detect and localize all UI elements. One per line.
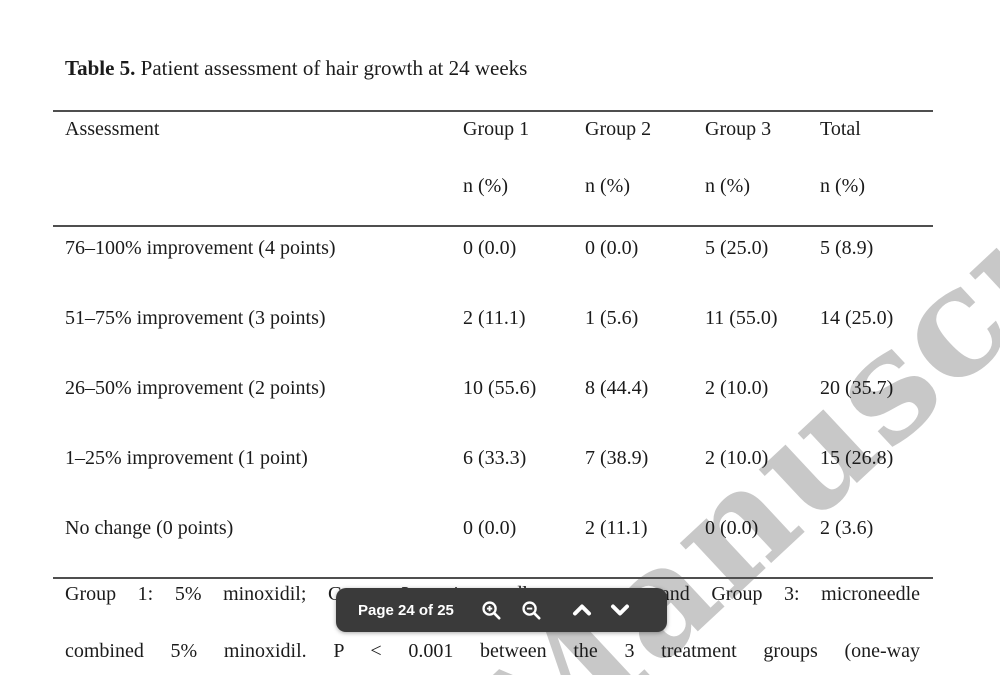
cell-total: 20 (35.7) <box>820 377 894 399</box>
table-rule-bottom <box>53 577 933 579</box>
table-subheader-row: n (%) n (%) n (%) n (%) <box>53 175 933 198</box>
column-header-total: Total <box>820 118 861 140</box>
footnote-line-2: combined 5% minoxidil. P < 0.001 between… <box>65 640 920 662</box>
table-caption-label: Table 5. <box>65 56 136 80</box>
previous-page-button[interactable] <box>568 595 596 625</box>
cell-group3: 0 (0.0) <box>705 517 759 539</box>
column-header-assessment: Assessment <box>65 118 160 140</box>
table-rule-top <box>53 110 933 112</box>
row-label: No change (0 points) <box>65 517 234 539</box>
zoom-in-button[interactable] <box>478 595 506 625</box>
cell-total: 14 (25.0) <box>820 307 894 329</box>
next-page-button[interactable] <box>606 595 634 625</box>
table-body: 76–100% improvement (4 points) 0 (0.0) 0… <box>53 227 933 577</box>
cell-group3: 2 (10.0) <box>705 377 769 399</box>
cell-group1: 2 (11.1) <box>463 307 526 329</box>
table-row: 1–25% improvement (1 point) 6 (33.3) 7 (… <box>53 437 933 507</box>
row-label: 26–50% improvement (2 points) <box>65 377 326 399</box>
cell-group3: 5 (25.0) <box>705 237 769 259</box>
table-rule-header <box>53 225 933 227</box>
cell-group1: 6 (33.3) <box>463 447 527 469</box>
cell-total: 5 (8.9) <box>820 237 874 259</box>
zoom-out-button[interactable] <box>518 595 546 625</box>
row-label: 51–75% improvement (3 points) <box>65 307 326 329</box>
row-label: 1–25% improvement (1 point) <box>65 447 308 469</box>
column-header-group3: Group 3 <box>705 118 772 140</box>
table-caption-text: Patient assessment of hair growth at 24 … <box>135 56 528 80</box>
cell-group2: 0 (0.0) <box>585 237 639 259</box>
cell-group1: 0 (0.0) <box>463 517 517 539</box>
table-row: 76–100% improvement (4 points) 0 (0.0) 0… <box>53 227 933 297</box>
page-indicator: Page 24 of 25 <box>358 601 454 619</box>
data-table: Assessment Group 1 Group 2 Group 3 Total… <box>53 110 933 579</box>
subheader-group2: n (%) <box>585 175 630 197</box>
table-header-row: Assessment Group 1 Group 2 Group 3 Total <box>53 118 933 141</box>
row-label: 76–100% improvement (4 points) <box>65 237 336 259</box>
table-caption: Table 5. Patient assessment of hair grow… <box>65 56 527 81</box>
table-row: No change (0 points) 0 (0.0) 2 (11.1) 0 … <box>53 507 933 577</box>
cell-group3: 11 (55.0) <box>705 307 778 329</box>
table-row: 26–50% improvement (2 points) 10 (55.6) … <box>53 367 933 437</box>
cell-group1: 0 (0.0) <box>463 237 517 259</box>
zoom-in-icon[interactable] <box>480 599 503 622</box>
cell-group2: 7 (38.9) <box>585 447 649 469</box>
column-header-group1: Group 1 <box>463 118 530 140</box>
pdf-viewer-toolbar: Page 24 of 25 <box>336 588 667 632</box>
cell-group2: 1 (5.6) <box>585 307 639 329</box>
cell-group1: 10 (55.6) <box>463 377 537 399</box>
subheader-total: n (%) <box>820 175 865 197</box>
page-down-icon[interactable] <box>608 598 632 622</box>
page-up-icon[interactable] <box>570 598 594 622</box>
cell-total: 15 (26.8) <box>820 447 894 469</box>
subheader-group1: n (%) <box>463 175 508 197</box>
subheader-group3: n (%) <box>705 175 750 197</box>
cell-total: 2 (3.6) <box>820 517 874 539</box>
subheader-empty <box>53 175 463 198</box>
column-header-group2: Group 2 <box>585 118 652 140</box>
cell-group3: 2 (10.0) <box>705 447 769 469</box>
zoom-out-icon[interactable] <box>520 599 543 622</box>
table-row: 51–75% improvement (3 points) 2 (11.1) 1… <box>53 297 933 367</box>
cell-group2: 8 (44.4) <box>585 377 649 399</box>
cell-group2: 2 (11.1) <box>585 517 648 539</box>
